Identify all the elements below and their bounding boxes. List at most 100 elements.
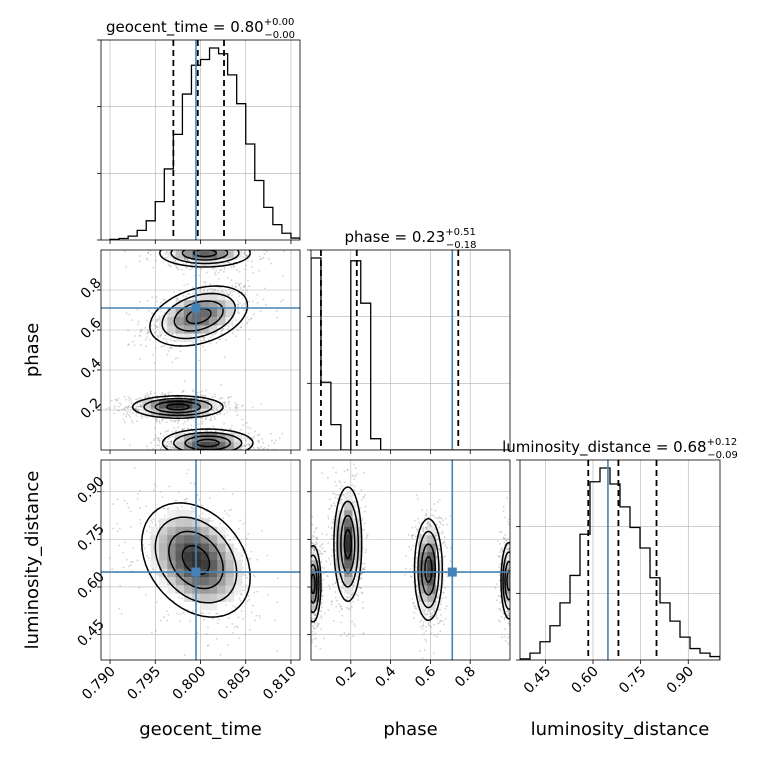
scatter-point: [317, 623, 320, 625]
scatter-point: [253, 574, 255, 577]
scatter-point: [224, 452, 226, 454]
scatter-point: [170, 441, 173, 443]
scatter-point: [308, 561, 310, 563]
scatter-point: [189, 268, 192, 271]
scatter-point: [205, 246, 207, 248]
scatter-point: [190, 247, 192, 249]
scatter-point: [240, 457, 242, 459]
scatter-point: [312, 549, 315, 552]
density-cell: [183, 518, 193, 527]
scatter-point: [201, 237, 203, 239]
scatter-point: [216, 637, 218, 640]
scatter-point: [309, 546, 311, 548]
scatter-point: [303, 565, 305, 567]
scatter-point: [234, 282, 237, 285]
scatter-point: [204, 395, 207, 397]
scatter-point: [313, 547, 316, 550]
density-cell: [208, 316, 218, 326]
scatter-point: [305, 574, 307, 576]
scatter-point: [214, 231, 216, 233]
scatter-point: [182, 423, 185, 425]
density-cell: [200, 551, 210, 561]
scatter-point: [137, 456, 139, 458]
scatter-point: [240, 451, 242, 453]
scatter-point: [183, 242, 185, 244]
scatter-point: [225, 461, 227, 463]
scatter-point: [202, 242, 204, 244]
scatter-point: [338, 480, 341, 483]
scatter-point: [177, 419, 180, 422]
scatter-point: [306, 574, 308, 576]
scatter-point: [167, 438, 170, 440]
scatter-point: [221, 244, 223, 246]
scatter-point: [191, 236, 193, 238]
scatter-point: [225, 406, 227, 408]
scatter-point: [190, 463, 192, 465]
scatter-point: [307, 584, 309, 586]
scatter-point: [252, 437, 255, 440]
density-cell: [200, 308, 210, 317]
scatter-point: [188, 450, 190, 452]
scatter-point: [185, 472, 188, 475]
scatter-point: [164, 443, 166, 446]
scatter-point: [246, 437, 249, 440]
scatter-point: [246, 600, 249, 603]
scatter-point: [170, 448, 173, 450]
scatter-point: [281, 432, 284, 435]
scatter-point: [307, 567, 309, 569]
scatter-point: [189, 241, 191, 243]
scatter-point: [123, 409, 126, 412]
scatter-point: [160, 333, 163, 336]
scatter-point: [133, 344, 136, 347]
scatter-point: [245, 322, 248, 325]
scatter-point: [313, 628, 316, 630]
scatter-point: [314, 627, 316, 630]
density-cell: [217, 585, 226, 594]
scatter-point: [158, 451, 160, 453]
scatter-point: [309, 560, 311, 562]
scatter-point: [183, 427, 186, 430]
scatter-point: [343, 481, 346, 484]
scatter-point: [304, 567, 306, 569]
scatter-point: [154, 321, 157, 324]
scatter-point: [204, 245, 206, 247]
scatter-point: [155, 419, 158, 422]
scatter-point: [137, 493, 139, 496]
scatter-point: [150, 441, 153, 444]
scatter-point: [239, 244, 241, 246]
scatter-point: [150, 324, 153, 327]
scatter-point: [223, 422, 226, 425]
scatter-point: [122, 551, 125, 554]
scatter-point: [315, 541, 318, 544]
scatter-point: [204, 246, 206, 248]
scatter-point: [308, 615, 310, 617]
scatter-point: [215, 238, 217, 240]
density-cell: [208, 526, 218, 536]
scatter-point: [246, 254, 249, 257]
scatter-point: [214, 247, 216, 249]
scatter-point: [243, 284, 246, 287]
scatter-point: [203, 243, 205, 245]
scatter-point: [129, 411, 132, 413]
scatter-point: [308, 552, 310, 554]
density-cell: [150, 551, 160, 561]
scatter-point: [125, 413, 128, 416]
scatter-point: [304, 551, 306, 553]
scatter-point: [130, 561, 132, 563]
scatter-point: [144, 395, 146, 398]
scatter-point: [267, 257, 270, 260]
scatter-point: [177, 268, 180, 271]
scatter-point: [313, 549, 316, 552]
scatter-point: [237, 245, 239, 247]
scatter-point: [203, 395, 206, 397]
hist-luminosity_distance: luminosity_distance = 0.68+0.12 −0.090.45…: [502, 437, 738, 697]
scatter-point: [339, 634, 342, 637]
scatter-point: [151, 312, 153, 315]
scatter-point: [191, 286, 194, 289]
contour-line: [192, 250, 218, 258]
scatter-point: [306, 579, 308, 581]
scatter-point: [129, 416, 131, 418]
scatter-point: [203, 451, 205, 453]
scatter-point: [146, 299, 149, 302]
